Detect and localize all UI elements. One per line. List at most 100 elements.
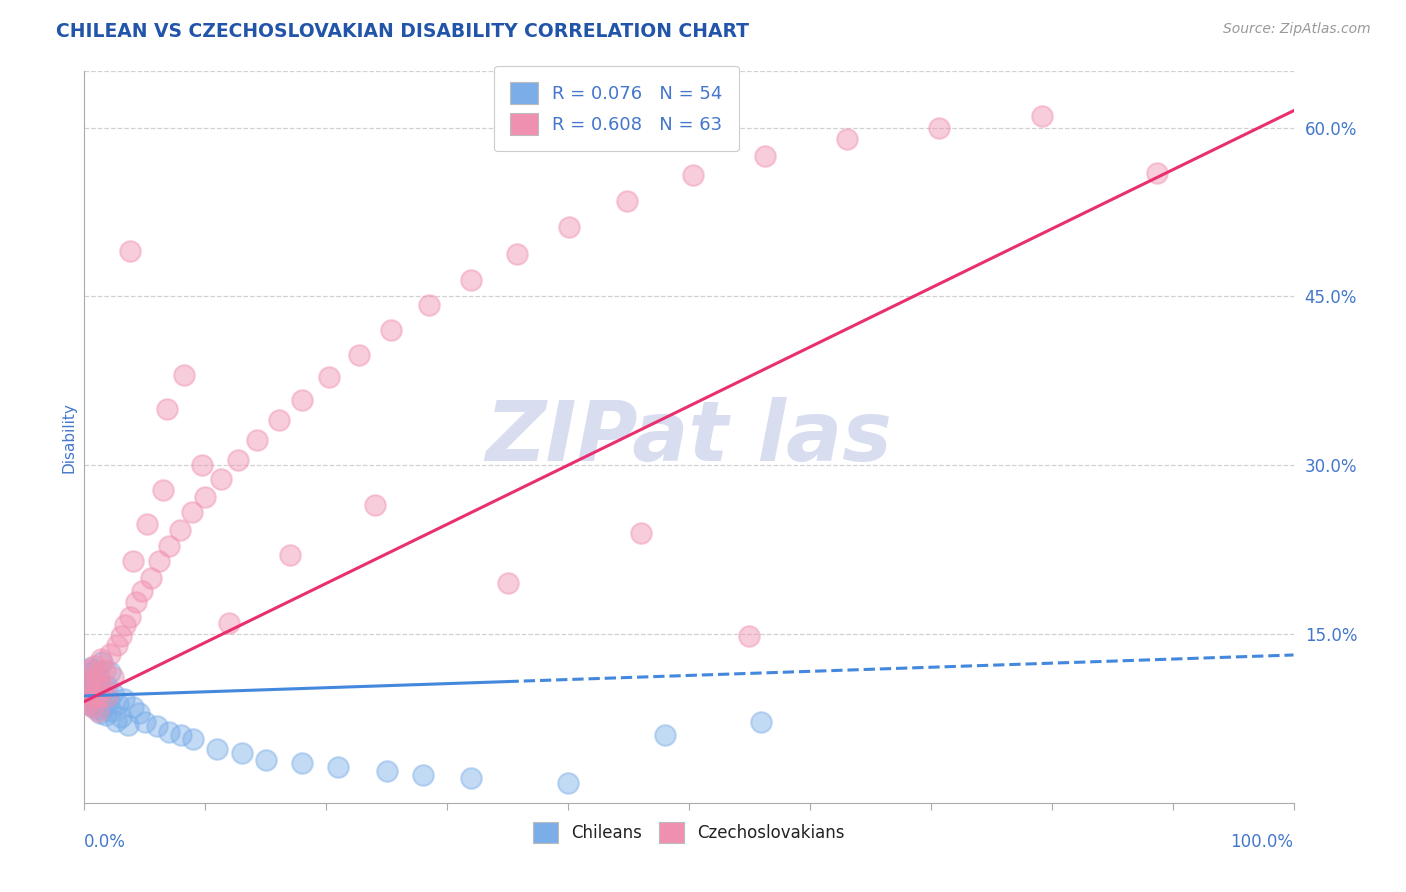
Point bbox=[90, 652, 112, 666]
Point bbox=[98, 665, 121, 680]
Point bbox=[128, 706, 150, 720]
Point bbox=[86, 675, 108, 690]
Point bbox=[82, 700, 104, 714]
Point bbox=[131, 584, 153, 599]
Point bbox=[347, 348, 370, 362]
Point bbox=[155, 401, 177, 416]
Point bbox=[77, 697, 100, 711]
Point bbox=[94, 708, 117, 723]
Point bbox=[194, 490, 217, 504]
Point bbox=[139, 571, 162, 585]
Point bbox=[496, 576, 519, 591]
Point bbox=[80, 689, 103, 703]
Point bbox=[146, 719, 169, 733]
Point bbox=[87, 666, 110, 681]
Point bbox=[110, 710, 132, 724]
Point bbox=[98, 647, 121, 661]
Point bbox=[218, 615, 240, 630]
Point bbox=[616, 194, 638, 208]
Point bbox=[134, 714, 156, 729]
Point bbox=[77, 666, 100, 681]
Point bbox=[173, 368, 195, 383]
Point bbox=[181, 731, 204, 746]
Point bbox=[105, 638, 128, 652]
Point bbox=[157, 725, 180, 739]
Point bbox=[76, 678, 98, 692]
Point bbox=[89, 688, 111, 702]
Point bbox=[278, 548, 301, 562]
Point bbox=[246, 434, 269, 448]
Point bbox=[170, 728, 193, 742]
Point bbox=[104, 714, 127, 728]
Point bbox=[86, 704, 108, 718]
Text: 100.0%: 100.0% bbox=[1230, 833, 1294, 851]
Point bbox=[738, 629, 761, 643]
Point bbox=[363, 498, 385, 512]
Point bbox=[94, 663, 117, 677]
Point bbox=[254, 753, 277, 767]
Text: CHILEAN VS CZECHOSLOVAKIAN DISABILITY CORRELATION CHART: CHILEAN VS CZECHOSLOVAKIAN DISABILITY CO… bbox=[56, 22, 749, 41]
Point bbox=[506, 246, 529, 260]
Point bbox=[90, 684, 112, 698]
Point bbox=[97, 693, 120, 707]
Point bbox=[328, 760, 350, 774]
Point bbox=[77, 692, 100, 706]
Point bbox=[86, 674, 108, 689]
Text: Source: ZipAtlas.com: Source: ZipAtlas.com bbox=[1223, 22, 1371, 37]
Point bbox=[79, 685, 101, 699]
Text: ZIPat las: ZIPat las bbox=[485, 397, 893, 477]
Point bbox=[291, 392, 314, 407]
Text: 0.0%: 0.0% bbox=[84, 833, 127, 851]
Point bbox=[190, 458, 212, 473]
Point bbox=[100, 704, 122, 718]
Point bbox=[86, 691, 108, 706]
Point bbox=[103, 670, 125, 684]
Point bbox=[148, 554, 170, 568]
Point bbox=[682, 168, 704, 182]
Point bbox=[318, 370, 340, 384]
Point bbox=[93, 699, 115, 714]
Legend: Chileans, Czechoslovakians: Chileans, Czechoslovakians bbox=[526, 815, 852, 849]
Point bbox=[754, 149, 776, 163]
Point bbox=[80, 674, 103, 689]
Point bbox=[86, 702, 108, 716]
Point bbox=[117, 718, 139, 732]
Point bbox=[267, 413, 290, 427]
Point bbox=[91, 680, 114, 694]
Point bbox=[121, 700, 143, 714]
Point bbox=[125, 595, 148, 609]
Point bbox=[96, 689, 118, 703]
Point bbox=[207, 741, 229, 756]
Point bbox=[77, 663, 100, 677]
Point bbox=[110, 629, 132, 643]
Point bbox=[83, 681, 105, 695]
Point bbox=[103, 685, 125, 699]
Point bbox=[82, 700, 104, 714]
Point bbox=[83, 658, 105, 673]
Y-axis label: Disability: Disability bbox=[60, 401, 76, 473]
Point bbox=[87, 672, 110, 686]
Point bbox=[136, 516, 159, 531]
Point bbox=[152, 483, 174, 497]
Point bbox=[121, 554, 143, 568]
Point bbox=[654, 728, 676, 742]
Point bbox=[928, 120, 950, 135]
Point bbox=[557, 775, 579, 789]
Point bbox=[157, 539, 180, 553]
Point bbox=[87, 688, 110, 702]
Point bbox=[291, 756, 314, 771]
Point bbox=[79, 661, 101, 675]
Point bbox=[89, 706, 111, 720]
Point bbox=[107, 697, 129, 711]
Point bbox=[84, 663, 107, 677]
Point bbox=[80, 672, 103, 686]
Point bbox=[418, 298, 440, 312]
Point bbox=[460, 771, 482, 785]
Point bbox=[112, 692, 135, 706]
Point bbox=[84, 698, 107, 712]
Point bbox=[558, 219, 581, 234]
Point bbox=[91, 655, 114, 669]
Point bbox=[751, 714, 773, 729]
Point bbox=[82, 670, 104, 684]
Point bbox=[75, 692, 97, 706]
